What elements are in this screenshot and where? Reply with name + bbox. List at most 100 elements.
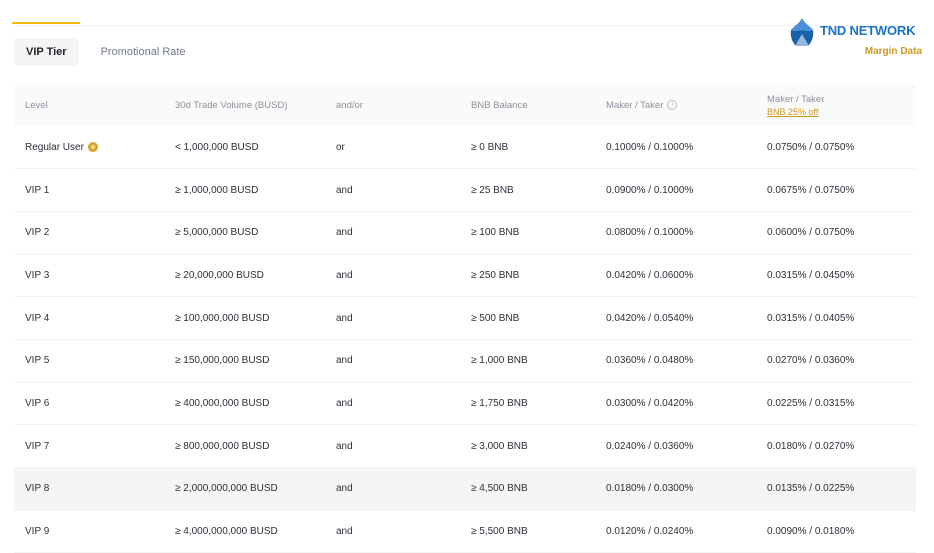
cell-maker-taker: 0.0420% / 0.0600% bbox=[595, 254, 756, 297]
cell-bnb-balance: ≥ 250 BNB bbox=[460, 254, 595, 297]
cell-bnb-balance-text: ≥ 1,750 BNB bbox=[471, 397, 528, 409]
header-and-or: and/or bbox=[336, 99, 363, 111]
cell-trade-volume: ≥ 5,000,000 BUSD bbox=[164, 211, 325, 254]
cell-and-or: or bbox=[325, 126, 460, 169]
cell-bnb-balance: ≥ 3,000 BNB bbox=[460, 425, 595, 468]
cell-and-or-text: and bbox=[336, 526, 353, 538]
cell-maker-taker-text: 0.0900% / 0.1000% bbox=[606, 184, 694, 196]
cell-bnb-balance: ≥ 25 BNB bbox=[460, 169, 595, 212]
cell-maker-taker-bnb: 0.0270% / 0.0360% bbox=[756, 339, 916, 382]
table-body: Regular User < 1,000,000 BUSD or ≥ 0 BNB 0.1… bbox=[14, 126, 916, 553]
cell-bnb-balance: ≥ 0 BNB bbox=[460, 126, 595, 169]
cell-and-or: and bbox=[325, 510, 460, 553]
cell-maker-taker-bnb-text: 0.0270% / 0.0360% bbox=[767, 355, 855, 367]
cell-bnb-balance: ≥ 100 BNB bbox=[460, 211, 595, 254]
cell-bnb-balance-text: ≥ 500 BNB bbox=[471, 312, 520, 324]
cell-trade-volume: ≥ 150,000,000 BUSD bbox=[164, 339, 325, 382]
cell-maker-taker-bnb-text: 0.0090% / 0.0180% bbox=[767, 526, 855, 538]
brand-name: TND NETWORK bbox=[820, 23, 916, 38]
cell-maker-taker-text: 0.0120% / 0.0240% bbox=[606, 526, 694, 538]
cell-level: VIP 8 bbox=[14, 468, 164, 511]
cell-and-or: and bbox=[325, 425, 460, 468]
header-maker-taker-bnb: Maker / Taker BNB 25% off bbox=[756, 84, 916, 126]
cell-bnb-balance: ≥ 4,500 BNB bbox=[460, 468, 595, 511]
cell-level-text: VIP 9 bbox=[25, 526, 50, 538]
cell-and-or-text: and bbox=[336, 397, 353, 409]
cell-level: VIP 4 bbox=[14, 297, 164, 340]
cell-maker-taker-text: 0.0300% / 0.0420% bbox=[606, 397, 694, 409]
cell-trade-volume: < 1,000,000 BUSD bbox=[164, 126, 325, 169]
cell-and-or-text: or bbox=[336, 141, 345, 153]
table-row: Regular User < 1,000,000 BUSD or ≥ 0 BNB 0.1… bbox=[14, 126, 916, 169]
cell-and-or-text: and bbox=[336, 483, 353, 495]
header-trade-volume: 30d Trade Volume (BUSD) bbox=[175, 99, 288, 111]
cell-maker-taker: 0.0180% / 0.0300% bbox=[595, 468, 756, 511]
header-maker-taker: Maker / Taker i bbox=[595, 84, 756, 126]
brand-watermark: TND NETWORK Margin Data bbox=[786, 16, 926, 60]
cell-level: VIP 2 bbox=[14, 211, 164, 254]
cell-bnb-balance: ≥ 1,750 BNB bbox=[460, 382, 595, 425]
cell-level-text: VIP 1 bbox=[25, 184, 50, 196]
tab-promotional-rate[interactable]: Promotional Rate bbox=[100, 46, 186, 58]
cell-trade-volume-text: < 1,000,000 BUSD bbox=[175, 141, 259, 153]
cell-trade-volume-text: ≥ 2,000,000,000 BUSD bbox=[175, 483, 278, 495]
cell-level: VIP 6 bbox=[14, 382, 164, 425]
cell-maker-taker-text: 0.0180% / 0.0300% bbox=[606, 483, 694, 495]
cell-maker-taker-bnb-text: 0.0135% / 0.0225% bbox=[767, 483, 855, 495]
header-maker-taker-label: Maker / Taker bbox=[606, 99, 664, 111]
cell-bnb-balance-text: ≥ 100 BNB bbox=[471, 227, 520, 239]
table-row: VIP 4 ≥ 100,000,000 BUSD and ≥ 500 BNB 0.042… bbox=[14, 297, 916, 340]
cell-maker-taker-bnb: 0.0315% / 0.0405% bbox=[756, 297, 916, 340]
cell-maker-taker-text: 0.0420% / 0.0540% bbox=[606, 312, 694, 324]
cell-level: Regular User bbox=[14, 126, 164, 169]
cell-maker-taker: 0.0420% / 0.0540% bbox=[595, 297, 756, 340]
cell-maker-taker-bnb: 0.0135% / 0.0225% bbox=[756, 468, 916, 511]
cell-maker-taker-text: 0.0240% / 0.0360% bbox=[606, 440, 694, 452]
cell-maker-taker-text: 0.0800% / 0.1000% bbox=[606, 227, 694, 239]
regular-user-badge-icon bbox=[87, 141, 98, 152]
info-icon[interactable]: i bbox=[667, 99, 678, 110]
cell-maker-taker-bnb: 0.0600% / 0.0750% bbox=[756, 211, 916, 254]
cell-trade-volume-text: ≥ 800,000,000 BUSD bbox=[175, 440, 270, 452]
cell-maker-taker: 0.0900% / 0.1000% bbox=[595, 169, 756, 212]
top-divider bbox=[12, 25, 914, 26]
cell-maker-taker: 0.0360% / 0.0480% bbox=[595, 339, 756, 382]
cell-trade-volume: ≥ 800,000,000 BUSD bbox=[164, 425, 325, 468]
cell-trade-volume-text: ≥ 400,000,000 BUSD bbox=[175, 397, 270, 409]
table-row: VIP 3 ≥ 20,000,000 BUSD and ≥ 250 BNB 0.0420… bbox=[14, 254, 916, 297]
cell-and-or-text: and bbox=[336, 269, 353, 281]
tab-bar: VIP Tier Promotional Rate bbox=[14, 38, 198, 66]
cell-maker-taker-bnb-text: 0.0315% / 0.0450% bbox=[767, 269, 855, 281]
cell-maker-taker-bnb: 0.0675% / 0.0750% bbox=[756, 169, 916, 212]
cell-trade-volume-text: ≥ 150,000,000 BUSD bbox=[175, 355, 270, 367]
cell-maker-taker-bnb-text: 0.0180% / 0.0270% bbox=[767, 440, 855, 452]
cell-maker-taker: 0.0300% / 0.0420% bbox=[595, 382, 756, 425]
tab-vip-tier[interactable]: VIP Tier bbox=[14, 38, 79, 66]
cell-trade-volume-text: ≥ 100,000,000 BUSD bbox=[175, 312, 270, 324]
table-row: VIP 6 ≥ 400,000,000 BUSD and ≥ 1,750 BNB 0.0… bbox=[14, 382, 916, 425]
cell-maker-taker: 0.0240% / 0.0360% bbox=[595, 425, 756, 468]
brand-subtitle: Margin Data bbox=[864, 46, 922, 57]
cell-maker-taker-bnb: 0.0315% / 0.0450% bbox=[756, 254, 916, 297]
cell-and-or: and bbox=[325, 297, 460, 340]
bnb-discount-link[interactable]: BNB 25% off bbox=[767, 106, 819, 117]
cell-maker-taker-bnb-text: 0.0750% / 0.0750% bbox=[767, 141, 855, 153]
cell-trade-volume-text: ≥ 5,000,000 BUSD bbox=[175, 227, 259, 239]
cell-trade-volume: ≥ 400,000,000 BUSD bbox=[164, 382, 325, 425]
cell-and-or-text: and bbox=[336, 184, 353, 196]
cell-bnb-balance: ≥ 1,000 BNB bbox=[460, 339, 595, 382]
cell-and-or-text: and bbox=[336, 312, 353, 324]
cell-trade-volume: ≥ 100,000,000 BUSD bbox=[164, 297, 325, 340]
cell-and-or: and bbox=[325, 339, 460, 382]
table-row: VIP 8 ≥ 2,000,000,000 BUSD and ≥ 4,500 BNB 0… bbox=[14, 467, 916, 511]
cell-bnb-balance-text: ≥ 1,000 BNB bbox=[471, 355, 528, 367]
cell-level-text: VIP 6 bbox=[25, 397, 50, 409]
table-row: VIP 5 ≥ 150,000,000 BUSD and ≥ 1,000 BNB 0.0… bbox=[14, 339, 916, 383]
cell-bnb-balance-text: ≥ 5,500 BNB bbox=[471, 526, 528, 538]
table-row: VIP 1 ≥ 1,000,000 BUSD and ≥ 25 BNB 0.0900% … bbox=[14, 169, 916, 212]
cell-and-or: and bbox=[325, 169, 460, 212]
table-header-row: Level 30d Trade Volume (BUSD) and/or BNB… bbox=[14, 84, 916, 126]
cell-and-or: and bbox=[325, 211, 460, 254]
cell-and-or-text: and bbox=[336, 227, 353, 239]
table-row: VIP 7 ≥ 800,000,000 BUSD and ≥ 3,000 BNB 0.0… bbox=[14, 425, 916, 468]
